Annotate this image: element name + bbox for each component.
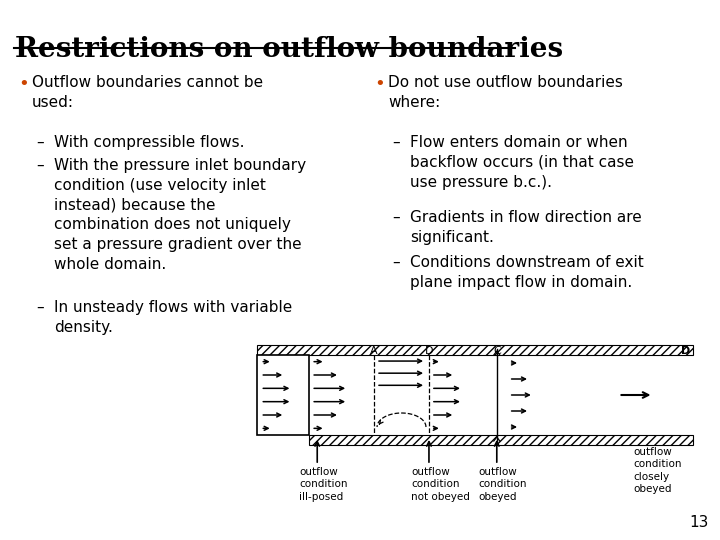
Text: outflow
condition
ill-posed: outflow condition ill-posed (300, 467, 348, 502)
Text: Conditions downstream of exit
plane impact flow in domain.: Conditions downstream of exit plane impa… (410, 255, 644, 290)
Text: Restrictions on outflow boundaries: Restrictions on outflow boundaries (15, 36, 563, 63)
Text: Do not use outflow boundaries
where:: Do not use outflow boundaries where: (388, 75, 623, 110)
Text: With the pressure inlet boundary
condition (use velocity inlet
instead) because : With the pressure inlet boundary conditi… (54, 158, 306, 272)
Text: Flow enters domain or when
backflow occurs (in that case
use pressure b.c.).: Flow enters domain or when backflow occu… (410, 135, 634, 190)
Bar (257, 345, 693, 355)
Text: –: – (36, 158, 43, 173)
Text: With compressible flows.: With compressible flows. (54, 135, 244, 150)
Text: –: – (392, 210, 400, 225)
Text: outflow
condition
not obeyed: outflow condition not obeyed (411, 467, 470, 502)
Text: –: – (392, 255, 400, 270)
Text: C: C (493, 346, 500, 356)
Text: –: – (392, 135, 400, 150)
Text: outflow
condition
closely
obeyed: outflow condition closely obeyed (634, 447, 682, 494)
Text: •: • (374, 75, 384, 93)
Text: A: A (370, 346, 378, 356)
Text: Gradients in flow direction are
significant.: Gradients in flow direction are signific… (410, 210, 642, 245)
Text: D: D (681, 346, 690, 356)
Bar (310, 435, 693, 445)
Text: –: – (36, 300, 43, 315)
Text: –: – (36, 135, 43, 150)
Text: •: • (18, 75, 29, 93)
Text: In unsteady flows with variable
density.: In unsteady flows with variable density. (54, 300, 292, 335)
Text: Outflow boundaries cannot be
used:: Outflow boundaries cannot be used: (32, 75, 263, 110)
Text: D: D (425, 346, 433, 356)
Text: outflow
condition
obeyed: outflow condition obeyed (479, 467, 527, 502)
Bar (257, 355, 310, 435)
Text: 13: 13 (689, 515, 708, 530)
